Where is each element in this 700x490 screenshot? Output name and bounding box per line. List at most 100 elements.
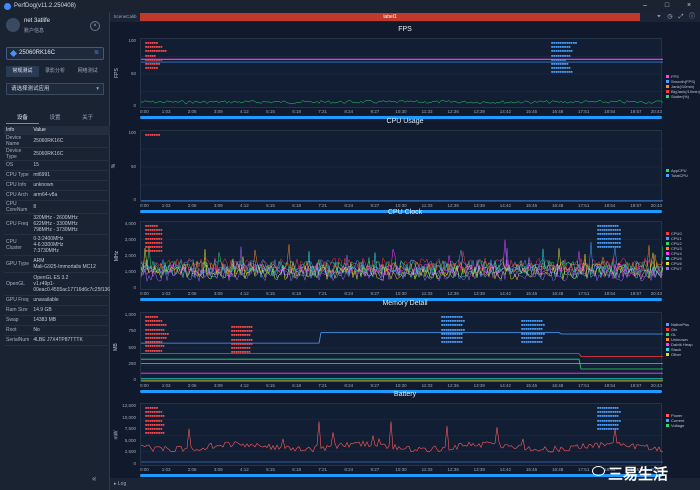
log-label: Log (117, 481, 127, 487)
x-tick-label: 18:54 (604, 383, 616, 388)
x-tick-label: 7:21 (318, 383, 328, 388)
logout-icon[interactable]: × (90, 21, 100, 31)
tab-video-analysis[interactable]: 录影分析 (45, 68, 66, 74)
gfx-series-line (141, 353, 663, 357)
tab-device[interactable]: 设备 (6, 114, 39, 124)
user-info-link[interactable]: 账户信息 (24, 28, 45, 34)
tab-scene[interactable]: SceneCalib (113, 14, 137, 19)
timeline-scrollbar[interactable] (140, 298, 662, 301)
x-tick-label: 1:03 (161, 383, 171, 388)
x-tick-label: 19:57 (630, 109, 642, 114)
y-tick-label: 0 (133, 103, 136, 108)
legend-item[interactable]: Other (666, 352, 698, 357)
legend-item[interactable]: Unknown (666, 337, 698, 342)
plot-area[interactable]: ■■■■■■ ■■■■■■■■ ■■■■■■■■ ■■■■■■■■ ■■■■■■… (140, 221, 663, 290)
legend-item[interactable]: Jank(/10min) (666, 84, 698, 89)
x-tick-label: 9:27 (370, 203, 380, 208)
app-select[interactable]: 请选择测试应用 ▾ (6, 83, 104, 95)
timeline-scrollbar[interactable] (140, 474, 662, 477)
x-tick-label: 19:57 (630, 383, 642, 388)
x-tick-label: 7:21 (318, 203, 328, 208)
x-tick-label: 12:36 (447, 383, 459, 388)
x-tick-label: 5:15 (266, 383, 275, 388)
x-tick-label: 6:18 (292, 291, 301, 296)
tab-normal-test[interactable]: 常规测试 (6, 66, 39, 77)
legend-item[interactable]: Gfx (666, 327, 698, 332)
timeline-scrollbar[interactable] (140, 116, 662, 119)
minimize-icon[interactable]: – (643, 2, 647, 9)
x-tick-label: 14:42 (499, 203, 512, 208)
table-row: SerialNum 4LBE J7X4TP87TTTK (4, 335, 139, 346)
plot-area[interactable]: ■■■■■■ ■■■■■■■■ ■■■■■■■■■■ ■■■■■■■■■ ■■■… (140, 312, 663, 382)
x-tick-label: 3:09 (213, 109, 223, 114)
legend-item[interactable]: Voltage (666, 423, 698, 428)
log-bar[interactable]: ▸ Log (110, 478, 700, 490)
location-icon[interactable]: ⌖ (657, 14, 661, 20)
legend-item[interactable]: CPU6 (666, 261, 698, 266)
plot-svg (141, 148, 663, 202)
tab-settings[interactable]: 设置 (49, 115, 61, 121)
test-mode-tabs: 常规测试 录影分析 网络测试 (6, 66, 104, 77)
x-tick-label: 18:54 (604, 109, 616, 114)
info-key: CPU CoreNum (4, 200, 32, 214)
x-tick-label: 13:39 (473, 291, 485, 296)
x-tick-label: 1:03 (161, 203, 171, 208)
device-name: 25060RK16C (19, 50, 56, 56)
legend-item[interactable]: Smooth(FPS) (666, 79, 698, 84)
plot-area[interactable]: ■■■■■■ ■■■■■■■■ ■■■■■■■■■■ ■■■■■ ■■■■■■■… (140, 38, 663, 108)
legend-item[interactable]: TotalCPU (666, 173, 698, 178)
avatar[interactable] (6, 18, 20, 32)
tab-about[interactable]: 关于 (82, 115, 94, 121)
plot-area[interactable]: ■■■■■■ ■■■■■■■■ ■■■■■■■■■ ■■■■■■■■ ■■■■■… (140, 403, 663, 466)
legend-item[interactable]: CPU3 (666, 246, 698, 251)
chart-title: CPU Clock (387, 209, 423, 216)
expand-icon[interactable]: ⤢ (678, 14, 684, 20)
stats-overlay: ■■■■■■ ■■■■■■■■ ■■■■■■■■■ ■■■■■■■■ ■■■■■… (145, 406, 165, 436)
x-tick-label: 4:12 (240, 109, 249, 114)
legend-item[interactable]: Dalvik Heap (666, 342, 698, 347)
username: net 3atlife (24, 18, 51, 24)
x-axis-labels: 0:00 1:03 2:06 3:09 4:12 5:15 6:18 7:21 8:24 9:27… (140, 109, 662, 116)
legend-item[interactable]: FPS (666, 74, 698, 79)
legend-item[interactable]: CPU1 (666, 236, 698, 241)
legend-label: AppCPU (671, 168, 687, 173)
legend-item[interactable]: GL (666, 332, 698, 337)
tab-network-test[interactable]: 网络测试 (77, 68, 98, 74)
collapse-sidebar-icon[interactable]: « (92, 474, 97, 483)
close-icon[interactable]: × (686, 2, 692, 9)
label-bar[interactable]: label1 (140, 13, 640, 21)
x-tick-label: 16:48 (551, 203, 564, 208)
legend-item[interactable]: Power (666, 413, 698, 418)
legend-item[interactable]: CPU0 (666, 231, 698, 236)
legend-item[interactable]: CPU5 (666, 256, 698, 261)
legend-item[interactable]: Stutter(%) (666, 94, 698, 99)
legend-item[interactable]: CPU4 (666, 251, 698, 256)
legend-item[interactable]: NativePss (666, 322, 698, 327)
maximize-icon[interactable]: □ (664, 2, 670, 9)
x-tick-label: 4:12 (240, 203, 249, 208)
legend-item[interactable]: CPU7 (666, 266, 698, 271)
legend-item[interactable]: AppCPU (666, 168, 698, 173)
legend-swatch (666, 242, 669, 246)
legend-swatch (666, 237, 669, 241)
info-value: 15 (31, 160, 139, 171)
timeline-scrollbar[interactable] (140, 390, 662, 393)
legend-item[interactable]: Stack (666, 347, 698, 352)
x-tick-label: 19:57 (630, 467, 642, 472)
legend-item[interactable]: CPU2 (666, 241, 698, 246)
x-axis-labels: 0:00 1:03 2:06 3:09 4:12 5:15 6:18 7:21 8:24 9:27… (140, 203, 662, 210)
clock-icon[interactable]: ◷ (667, 14, 673, 20)
legend-item[interactable]: BigJank(/10min) (666, 89, 700, 94)
cpu-clock-series-line (141, 239, 663, 278)
stats-overlay: ■■■■■■■■■■ ■■■■■■■■■■■ ■■■■■■■■■■■ ■■■■■… (597, 224, 621, 250)
device-selector[interactable]: 25060RK16C ≋ (6, 47, 104, 60)
x-tick-label: 0:00 (140, 291, 149, 296)
plot-area[interactable]: ■■■■■■■ (140, 130, 663, 202)
legend-item[interactable]: Current (666, 418, 698, 423)
table-row: Ram Size 14.9 GB (4, 305, 139, 316)
timeline-scrollbar[interactable] (140, 210, 662, 213)
legend-swatch (666, 80, 669, 84)
y-tick-label: 750 (128, 328, 136, 334)
info-icon[interactable]: ⓘ (688, 14, 695, 20)
legend-label: BigJank(/10min) (671, 89, 700, 94)
